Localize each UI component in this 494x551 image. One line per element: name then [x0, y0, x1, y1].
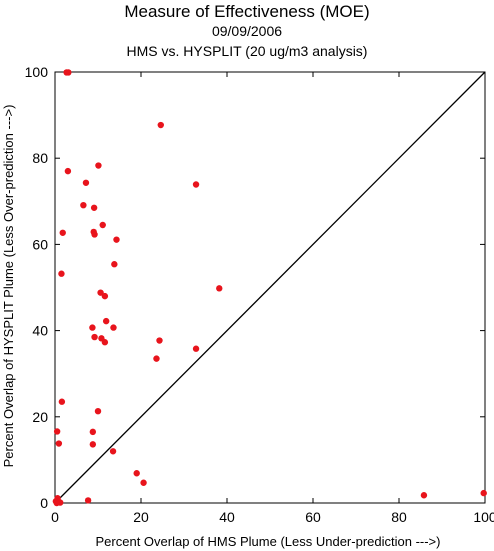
- x-tick-label-40: 40: [219, 509, 235, 525]
- data-points: [52, 69, 487, 507]
- data-point-18: [101, 292, 109, 300]
- data-point-20: [89, 324, 96, 331]
- data-point-6: [192, 181, 200, 188]
- x-tick-label-100: 100: [473, 509, 494, 525]
- data-point-26: [192, 345, 200, 352]
- data-point-15: [58, 270, 65, 277]
- data-point-38: [480, 489, 487, 497]
- data-point-33: [89, 441, 97, 448]
- data-point-30: [53, 428, 61, 435]
- data-point-16: [216, 285, 223, 292]
- y-axis: 0 20 40 60 80 100: [25, 64, 485, 511]
- y-tick-label-0: 0: [40, 495, 48, 511]
- data-point-5: [82, 179, 90, 186]
- data-point-2: [157, 121, 164, 129]
- data-point-28: [58, 398, 66, 405]
- chart-title: Measure of Effectiveness (MOE): [124, 2, 369, 21]
- y-tick-label-100: 100: [25, 64, 49, 80]
- data-point-31: [89, 428, 97, 436]
- data-point-8: [90, 204, 98, 211]
- data-point-21: [110, 324, 117, 331]
- y-tick-label-80: 80: [32, 150, 48, 166]
- data-point-17: [97, 289, 104, 296]
- data-point-34: [109, 448, 117, 455]
- data-point-12: [91, 231, 98, 238]
- plot-area: 0 20 40 60 80 100 0 20 40 60 80 100: [25, 64, 494, 525]
- data-point-35: [133, 470, 140, 477]
- data-point-27: [153, 355, 160, 362]
- data-point-13: [113, 236, 120, 243]
- chart-subtitle-date: 09/09/2006: [212, 23, 282, 39]
- plot-frame: [54, 71, 486, 504]
- data-point-9: [99, 221, 106, 229]
- data-point-14: [111, 261, 118, 268]
- chart-subtitle-analysis: HMS vs. HYSPLIT (20 ug/m3 analysis): [127, 43, 368, 59]
- data-point-19: [102, 317, 110, 325]
- y-tick-label-60: 60: [32, 236, 48, 252]
- x-tick-label-60: 60: [305, 509, 321, 525]
- data-point-36: [140, 479, 147, 486]
- x-axis: 0 20 40 60 80 100: [51, 72, 494, 525]
- data-point-24: [101, 339, 109, 346]
- data-point-39: [84, 497, 92, 504]
- data-point-1: [65, 69, 72, 76]
- data-point-10: [59, 229, 66, 236]
- x-axis-label: Percent Overlap of HMS Plume (Less Under…: [96, 534, 441, 549]
- data-point-25: [156, 337, 163, 344]
- data-point-4: [64, 167, 72, 175]
- data-point-37: [420, 492, 428, 499]
- y-tick-label-40: 40: [32, 323, 48, 339]
- data-point-3: [95, 162, 102, 169]
- y-tick-label-20: 20: [32, 409, 48, 425]
- data-point-29: [94, 407, 102, 415]
- data-point-32: [55, 440, 63, 447]
- x-tick-label-80: 80: [391, 509, 407, 525]
- reference-line: [54, 71, 486, 504]
- x-tick-label-20: 20: [133, 509, 149, 525]
- x-tick-label-0: 0: [51, 509, 59, 525]
- data-point-22: [91, 333, 98, 341]
- y-axis-label: Percent Overlap of HYSPLIT Plume (Less O…: [1, 105, 16, 468]
- data-point-44: [56, 499, 64, 506]
- data-point-7: [80, 201, 87, 209]
